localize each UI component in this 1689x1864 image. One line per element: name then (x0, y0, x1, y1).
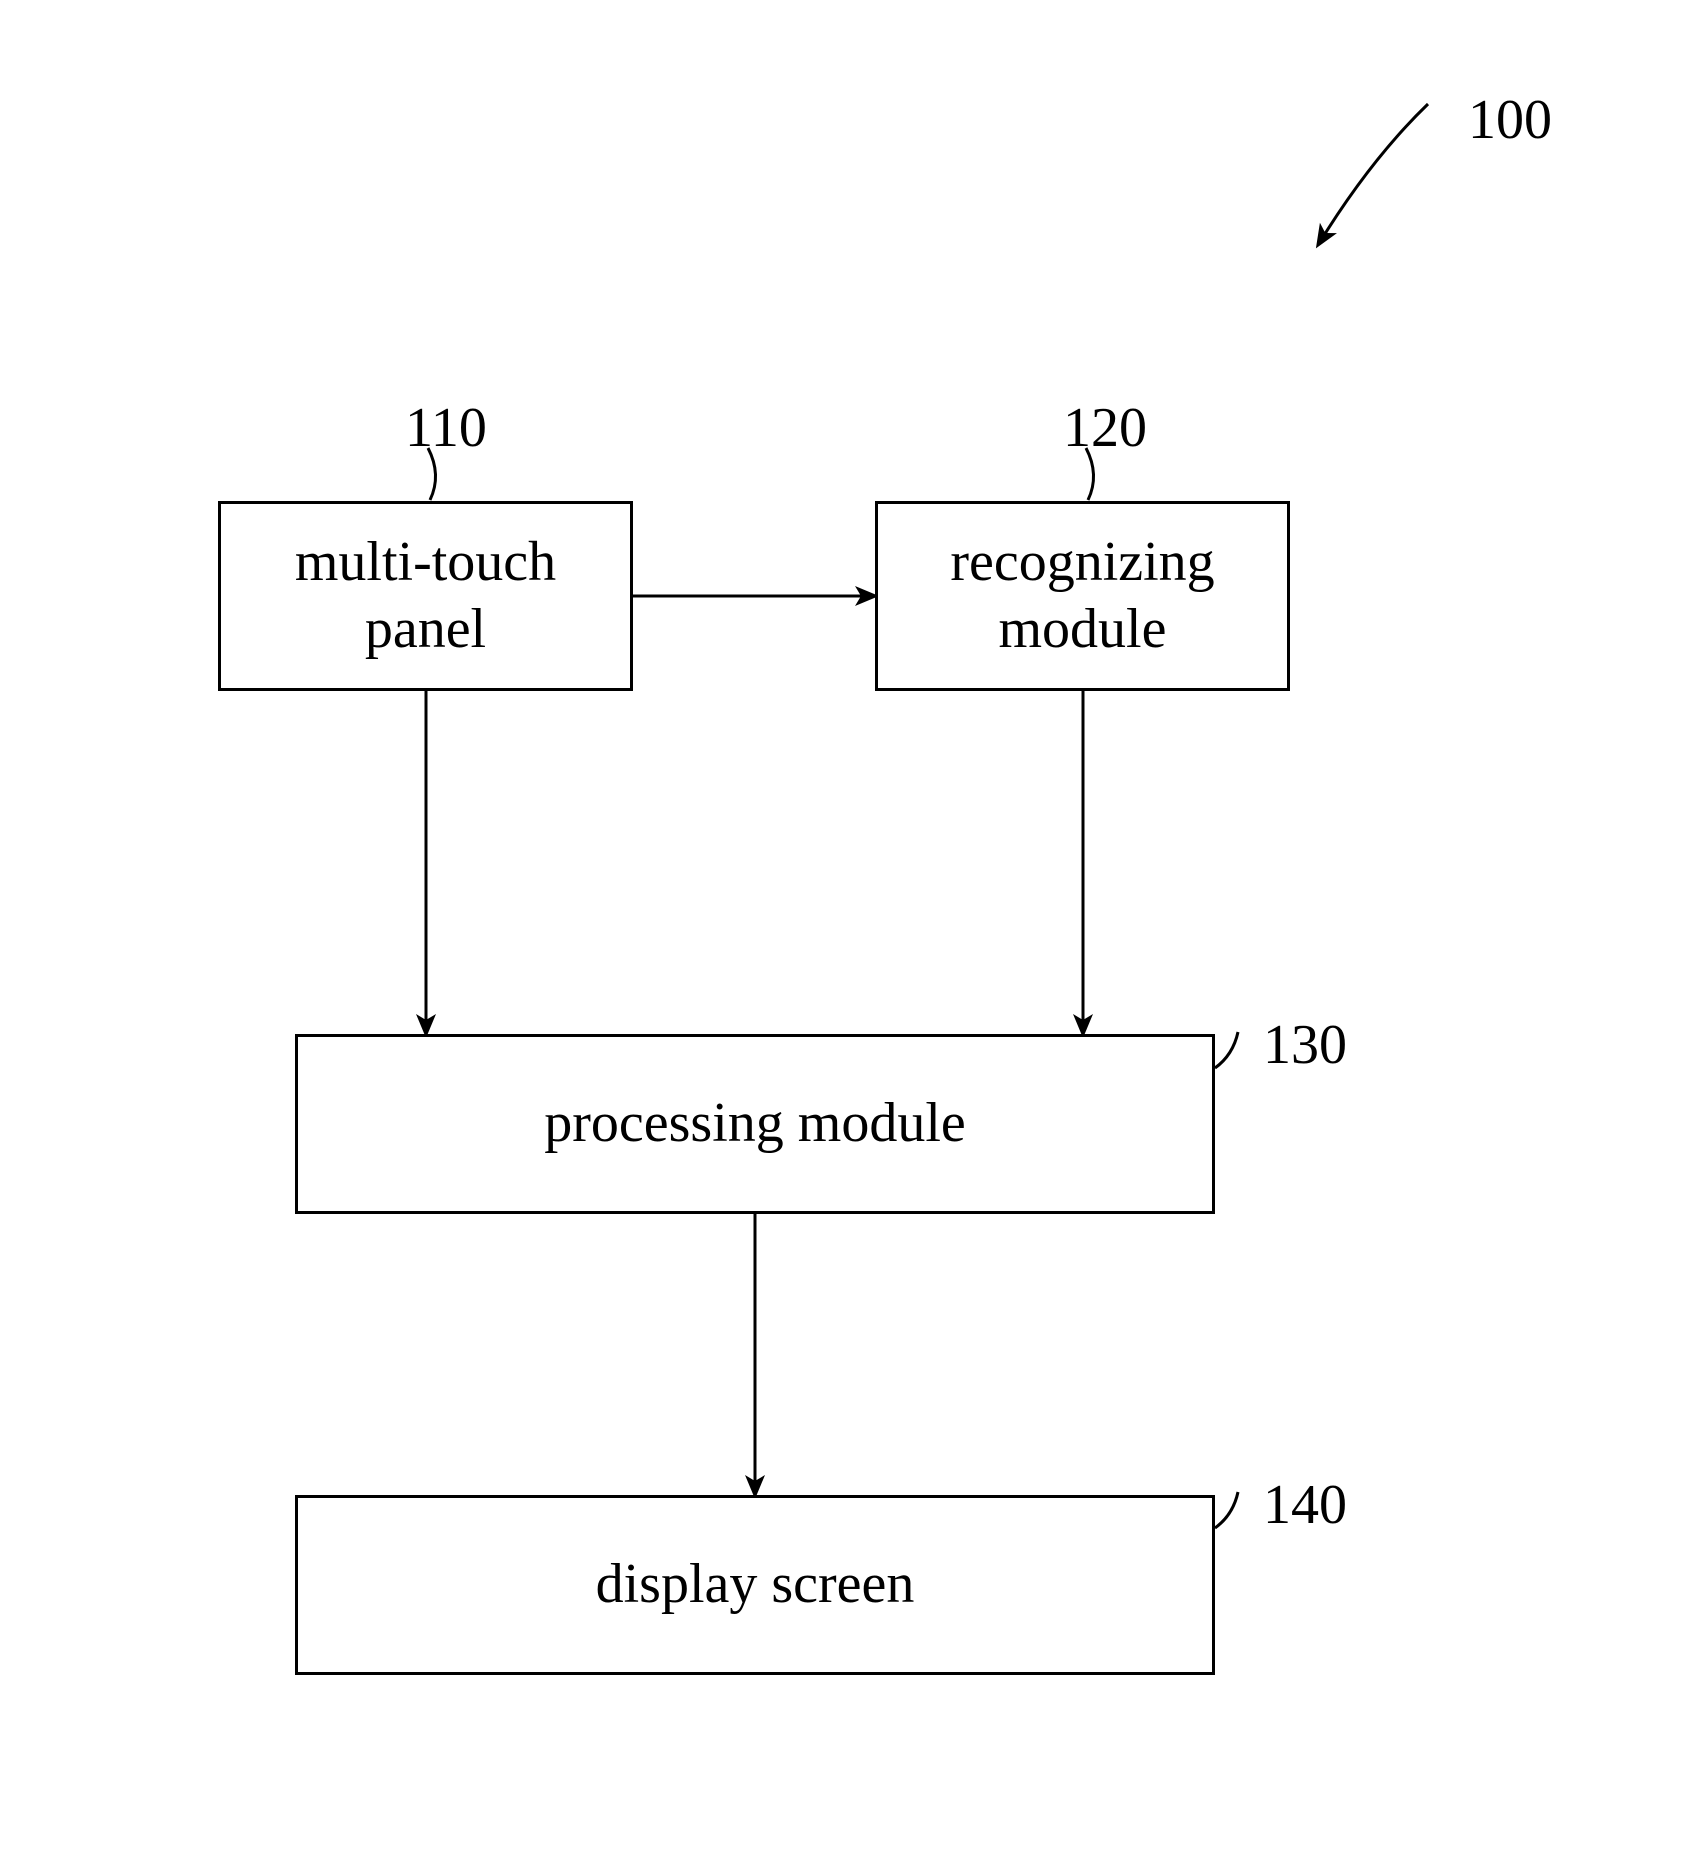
node-multi-touch-panel-text: multi-touchpanel (295, 529, 556, 663)
system-pointer-group (1318, 104, 1428, 245)
system-ref-label: 100 (1468, 88, 1552, 152)
ref-label-120: 120 (1063, 396, 1147, 460)
node-display-screen-text: display screen (596, 1551, 915, 1618)
node-recognizing-module-text: recognizingmodule (950, 529, 1214, 663)
ref-label-130: 130 (1263, 1013, 1347, 1077)
ref-label-140: 140 (1263, 1473, 1347, 1537)
node-processing-module-text: processing module (544, 1090, 965, 1157)
node-multi-touch-panel: multi-touchpanel (218, 501, 633, 691)
node-display-screen: display screen (295, 1495, 1215, 1675)
ref-label-110: 110 (405, 396, 487, 460)
node-processing-module: processing module (295, 1034, 1215, 1214)
flowchart-diagram: 100 multi-touchpanel 110 recognizingmodu… (0, 0, 1689, 1864)
node-recognizing-module: recognizingmodule (875, 501, 1290, 691)
